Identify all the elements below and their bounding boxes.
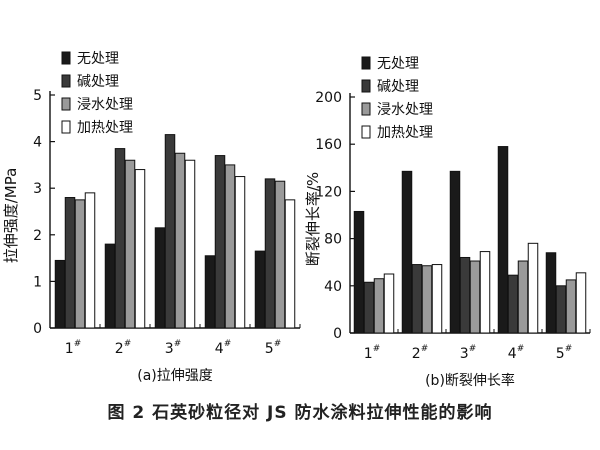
legend-label: 无处理 [377, 56, 419, 72]
bar [164, 134, 176, 329]
bar [154, 227, 166, 329]
x-tick-label: 2# [115, 339, 131, 357]
bar [421, 265, 433, 334]
chart-tensile-strength: 0 1 2 3 4 5 拉伸强度/MPa 1# 2# 3# 4# 5# (a)拉伸强度 无处理碱处理浸水处… [2, 51, 301, 384]
y-tick-label: 120 [315, 184, 342, 200]
bar [469, 260, 481, 334]
x-tick-label: 4# [508, 344, 524, 362]
bar [411, 264, 423, 334]
bar [84, 192, 96, 329]
bar [134, 169, 146, 329]
y-tick-label: 4 [33, 135, 42, 151]
legend-label: 碱处理 [77, 74, 119, 90]
y-tick-label: 3 [33, 181, 42, 197]
legend-label: 加热处理 [377, 125, 433, 141]
y-tick-label: 80 [324, 232, 342, 248]
bar [363, 281, 375, 334]
bar [224, 164, 236, 329]
x-tick-label: 3# [460, 344, 476, 362]
y-tick-label: 200 [315, 90, 342, 106]
legend-swatch [361, 79, 371, 93]
y-tick-label: 0 [33, 321, 42, 337]
x-tick-label: 3# [165, 339, 181, 357]
bar [479, 251, 491, 334]
bar [54, 259, 66, 329]
legend-swatch [61, 120, 71, 134]
x-tick-label: 5# [556, 344, 572, 362]
bar [284, 199, 296, 329]
legend-label: 浸水处理 [77, 97, 133, 113]
bar [373, 278, 385, 334]
bar [214, 155, 226, 329]
y-tick-label: 0 [333, 326, 342, 342]
legend-label: 浸水处理 [377, 102, 433, 118]
bar [431, 264, 443, 334]
bar [124, 159, 136, 329]
bar [204, 255, 216, 329]
bar [64, 197, 76, 329]
legend-swatch [61, 97, 71, 111]
y-axis-title: 断裂伸长率/% [304, 172, 322, 266]
legend-swatch [361, 125, 371, 139]
bar [254, 250, 266, 329]
y-tick-label: 160 [315, 137, 342, 153]
bar [497, 146, 509, 334]
bar [401, 170, 413, 334]
bar [449, 170, 461, 334]
bar [353, 210, 365, 334]
bar [459, 256, 471, 334]
y-tick-label: 5 [33, 88, 42, 104]
bar [114, 148, 126, 329]
legend-swatch [61, 74, 71, 88]
bar [174, 152, 186, 329]
bar [74, 199, 86, 329]
x-tick-label: 1# [65, 339, 81, 357]
x-tick-label: 4# [215, 339, 231, 357]
bar [184, 159, 196, 329]
y-tick-label: 1 [33, 274, 42, 290]
legend-swatch [361, 102, 371, 116]
figure-caption: 图 2 石英砂粒径对 JS 防水涂料拉伸性能的影响 [107, 403, 493, 423]
x-tick-label: 1# [364, 344, 380, 362]
y-tick-label: 2 [33, 228, 42, 244]
x-tick-label: 5# [265, 339, 281, 357]
bar [565, 279, 577, 334]
legend-label: 碱处理 [377, 79, 419, 95]
y-tick-label: 40 [324, 279, 342, 295]
bar [517, 260, 529, 334]
chart-subtitle: (b)断裂伸长率 [425, 372, 515, 389]
legend-swatch [361, 56, 371, 70]
bar [383, 273, 395, 334]
bar [555, 285, 567, 334]
chart-elongation-at-break: 0 40 80 120 160 200 断裂伸长率/% 1# 2# 3# 4# 5# (b)断裂伸长率 无… [304, 56, 591, 389]
bar [234, 176, 246, 329]
bar [264, 178, 276, 329]
bar [527, 242, 539, 334]
bar [545, 252, 557, 334]
bar [575, 272, 587, 334]
bar [507, 274, 519, 334]
bar [104, 243, 116, 329]
legend-label: 无处理 [77, 51, 119, 67]
x-tick-label: 2# [412, 344, 428, 362]
y-axis-title: 拉伸强度/MPa [2, 168, 20, 264]
bar [274, 180, 286, 329]
legend-label: 加热处理 [77, 120, 133, 136]
chart-subtitle: (a)拉伸强度 [137, 368, 213, 384]
legend-swatch [61, 51, 71, 65]
